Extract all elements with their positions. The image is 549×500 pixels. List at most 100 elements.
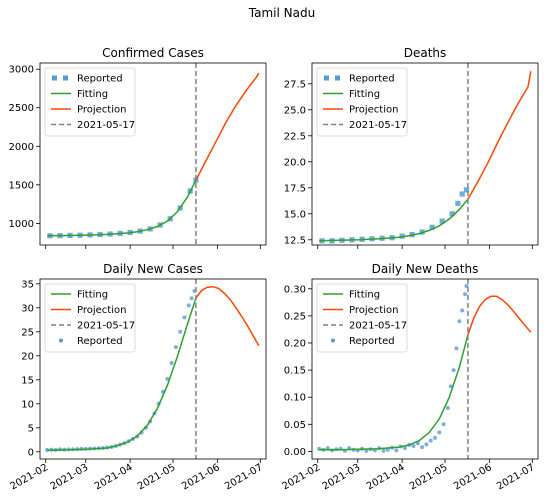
x-tick-label: 2021-04 xyxy=(365,462,407,492)
legend-label: Fitting xyxy=(349,290,380,301)
reported-point xyxy=(463,292,468,297)
reported-point xyxy=(428,438,433,443)
legend-box xyxy=(316,283,408,353)
legend-label: Projection xyxy=(77,305,126,316)
plot-area xyxy=(317,279,532,459)
reported-point xyxy=(189,296,194,301)
reported-point xyxy=(433,435,438,440)
legend-label: 2021-05-17 xyxy=(349,321,407,332)
y-tick-label: 0.00 xyxy=(284,447,306,458)
plot-area xyxy=(47,63,260,245)
y-tick-label: 1500 xyxy=(9,180,34,191)
fitting-line xyxy=(319,198,469,242)
reported-point xyxy=(420,445,425,450)
legend-marker-reported xyxy=(335,75,340,81)
reported-point xyxy=(451,368,456,373)
legend-label: Reported xyxy=(349,74,395,85)
legend-box xyxy=(44,67,136,137)
axes-frame xyxy=(39,62,267,246)
reported-point xyxy=(169,361,174,365)
x-tick-label: 2021-06 xyxy=(452,462,494,492)
y-tick-label: 15.0 xyxy=(284,209,306,220)
plot-area xyxy=(319,63,532,245)
fitting-line xyxy=(47,297,197,452)
reported-point xyxy=(441,422,446,427)
reported-point xyxy=(394,448,399,453)
y-tick-label: 0.05 xyxy=(284,420,306,431)
legend-marker-reported xyxy=(324,75,329,81)
x-tick-label: 2021-03 xyxy=(321,462,363,492)
projection-line xyxy=(467,295,532,336)
y-tick-label: 0.10 xyxy=(284,393,306,404)
axes-frame xyxy=(311,62,539,246)
subplot-daily-new-cases: Daily New Cases051015202530352021-022021… xyxy=(9,262,267,492)
reported-point xyxy=(424,442,429,447)
legend-label: Fitting xyxy=(77,89,108,100)
y-tick-label: 2000 xyxy=(9,142,34,153)
legend-label: Reported xyxy=(349,336,395,347)
projection-line xyxy=(195,285,260,347)
x-tick-label: 2021-05 xyxy=(136,462,178,492)
subplot-confirmed-cases: Confirmed Cases 1000 1500 2000 2500 3000 Repor… xyxy=(9,46,267,249)
reported-point xyxy=(459,191,465,197)
y-tick-label: 0.20 xyxy=(284,338,306,349)
subplot-deaths: Deaths 12.5 15.0 17.5 20.0 22.5 25.0 27.5 Report… xyxy=(284,46,539,249)
y-tick-label: 0 xyxy=(28,447,34,458)
x-tick-label: 2021-06 xyxy=(180,462,222,492)
x-tick-label: 2021-02 xyxy=(9,462,51,492)
reported-point xyxy=(182,315,187,320)
legend-label: 2021-05-17 xyxy=(77,321,135,332)
subplot-title: Deaths xyxy=(404,46,447,60)
legend-label: Reported xyxy=(77,336,123,347)
reported-point xyxy=(381,448,386,453)
y-tick-label: 5 xyxy=(28,423,34,434)
reported-point xyxy=(449,211,455,217)
y-tick-label: 12.5 xyxy=(284,235,306,246)
y-tick-label: 0.25 xyxy=(284,311,306,322)
legend-label: Projection xyxy=(349,105,398,116)
y-tick-label: 25 xyxy=(21,327,34,338)
legend-label: 2021-05-17 xyxy=(77,120,135,131)
subplot-daily-new-deaths: Daily New Deaths 0.00 0.05 0.10 0.15 0.20 0.25… xyxy=(281,262,539,492)
legend-marker-reported xyxy=(63,75,68,81)
y-tick-label: 10 xyxy=(21,399,34,410)
legend-label: Reported xyxy=(77,74,123,85)
reported-point xyxy=(439,218,445,224)
reported-point xyxy=(411,443,416,448)
reported-point xyxy=(402,446,407,451)
subplot-title: Daily New Cases xyxy=(103,262,203,276)
reported-point xyxy=(165,376,170,381)
legend: Reported Fitting Projection 2021-05-17 xyxy=(316,67,408,137)
subplot-title: Daily New Deaths xyxy=(372,262,479,276)
reported-point xyxy=(460,308,465,313)
reported-point xyxy=(178,329,183,334)
y-tick-label: 1000 xyxy=(9,219,34,230)
y-tick-label: 25.0 xyxy=(284,105,306,116)
legend: Reported Fitting Projection 2021-05-17 xyxy=(44,67,136,137)
legend-label: Projection xyxy=(349,305,398,316)
legend-label: Projection xyxy=(77,105,126,116)
legend-box xyxy=(44,283,136,353)
legend-marker-reported xyxy=(52,75,57,81)
reported-point xyxy=(455,200,461,206)
x-tick-label: 2021-05 xyxy=(408,462,450,492)
legend-label: Fitting xyxy=(77,290,108,301)
reported-point xyxy=(364,448,369,453)
projection-line xyxy=(467,71,532,200)
y-tick-label: 20 xyxy=(21,351,34,362)
y-tick-label: 22.5 xyxy=(284,131,306,142)
legend: Fitting Projection 2021-05-17 Reported xyxy=(44,283,136,353)
x-tick-label: 2021-02 xyxy=(281,462,323,492)
reported-point xyxy=(454,346,459,351)
reported-point xyxy=(463,187,470,193)
y-tick-label: 27.5 xyxy=(284,79,306,90)
reported-point xyxy=(186,303,191,308)
y-tick-label: 35 xyxy=(21,279,34,290)
reported-point xyxy=(437,430,442,435)
reported-point xyxy=(445,406,450,411)
x-tick-label: 2021-07 xyxy=(495,462,537,492)
y-tick-label: 30 xyxy=(21,303,34,314)
fitting-line xyxy=(319,334,469,451)
reported-point xyxy=(429,224,435,230)
